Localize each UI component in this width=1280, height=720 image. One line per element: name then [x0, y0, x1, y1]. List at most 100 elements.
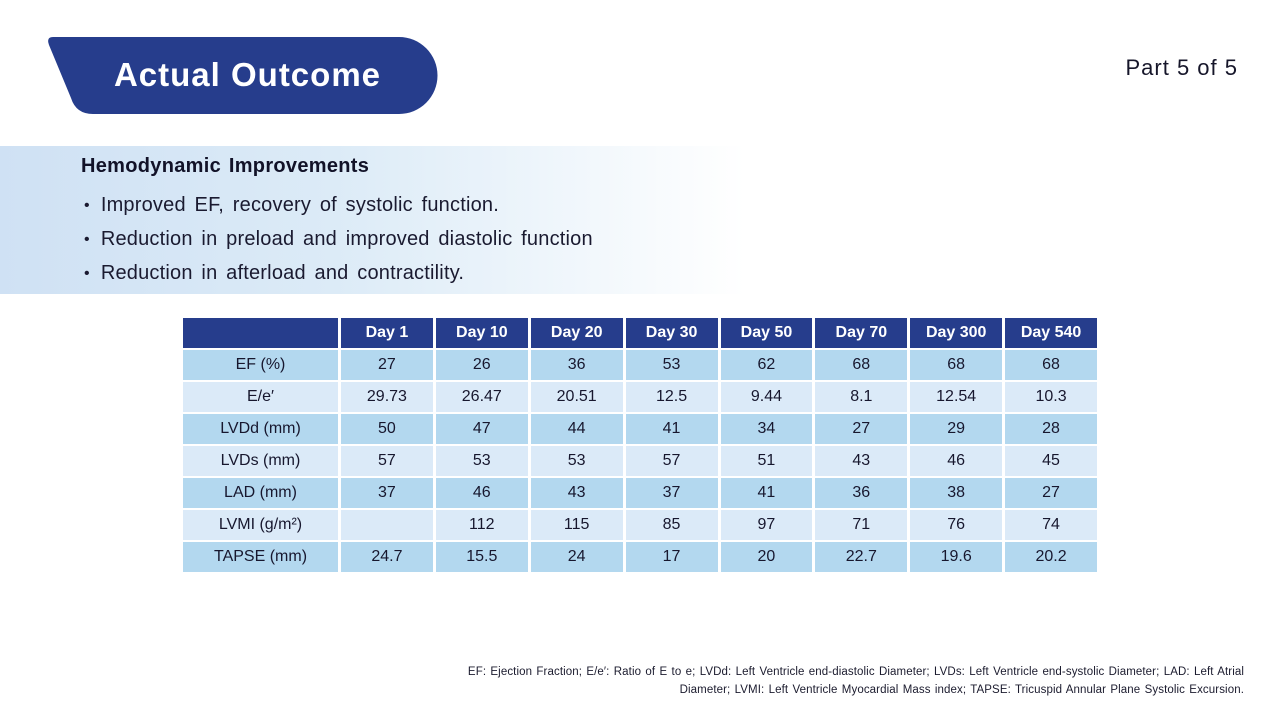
cell: 68	[1005, 350, 1097, 380]
cell: 22.7	[815, 542, 908, 572]
cell: 27	[341, 350, 433, 380]
row-label: LVMI (g/m²)	[183, 510, 338, 540]
col-header-day-300: Day 300	[910, 318, 1003, 348]
cell: 68	[815, 350, 908, 380]
cell: 53	[435, 446, 528, 476]
cell: 44	[530, 414, 623, 444]
cell: 50	[341, 414, 433, 444]
cell: 41	[720, 478, 813, 508]
cell: 37	[341, 478, 433, 508]
cell: 10.3	[1005, 382, 1097, 412]
table-row: LVDd (mm) 50 47 44 41 34 27 29 28	[183, 414, 1097, 444]
cell: 45	[1005, 446, 1097, 476]
bullet-item: • Reduction in afterload and contractilit…	[84, 256, 593, 290]
cell: 17	[625, 542, 718, 572]
table-row: E/e′ 29.73 26.47 20.51 12.5 9.44 8.1 12.54 10.3	[183, 382, 1097, 412]
cell: 27	[815, 414, 908, 444]
col-header-day-1: Day 1	[341, 318, 433, 348]
cell: 36	[815, 478, 908, 508]
cell: 43	[815, 446, 908, 476]
part-indicator: Part 5 of 5	[1125, 55, 1238, 80]
bullet-item: • Improved EF, recovery of systolic funct…	[84, 188, 593, 222]
cell: 24	[530, 542, 623, 572]
cell: 68	[910, 350, 1003, 380]
bullet-list: • Improved EF, recovery of systolic funct…	[84, 188, 593, 290]
cell: 62	[720, 350, 813, 380]
outcomes-table: Day 1 Day 10 Day 20 Day 30 Day 50 Day 70 Day 3…	[180, 316, 1100, 574]
cell: 115	[530, 510, 623, 540]
slide-title: Actual Outcome	[113, 55, 382, 93]
table-row: TAPSE (mm) 24.7 15.5 24 17 20 22.7 19.6 20.2	[183, 542, 1097, 572]
col-header-day-20: Day 20	[530, 318, 623, 348]
cell: 20.2	[1005, 542, 1097, 572]
table-row: LVDs (mm) 57 53 53 57 51 43 46 45	[183, 446, 1097, 476]
cell: 46	[910, 446, 1003, 476]
cell: 51	[720, 446, 813, 476]
cell: 27	[1005, 478, 1097, 508]
outcomes-table-wrap: Day 1 Day 10 Day 20 Day 30 Day 50 Day 70 Day 3…	[180, 316, 1100, 574]
col-header-day-540: Day 540	[1005, 318, 1097, 348]
row-label: E/e′	[183, 382, 338, 412]
cell: 53	[625, 350, 718, 380]
cell: 85	[625, 510, 718, 540]
cell: 36	[530, 350, 623, 380]
cell: 8.1	[815, 382, 908, 412]
cell: 46	[435, 478, 528, 508]
cell: 20	[720, 542, 813, 572]
cell: 97	[720, 510, 813, 540]
cell: 12.54	[910, 382, 1003, 412]
table-header-row: Day 1 Day 10 Day 20 Day 30 Day 50 Day 70 Day 3…	[183, 318, 1097, 348]
row-label: LVDs (mm)	[183, 446, 338, 476]
cell: 57	[341, 446, 433, 476]
cell: 26.47	[435, 382, 528, 412]
bullet-icon: •	[84, 197, 90, 214]
section-heading: Hemodynamic Improvements	[81, 155, 370, 177]
col-header-day-30: Day 30	[625, 318, 718, 348]
cell: 19.6	[910, 542, 1003, 572]
cell: 71	[815, 510, 908, 540]
cell: 26	[435, 350, 528, 380]
cell: 38	[910, 478, 1003, 508]
col-header-day-10: Day 10	[435, 318, 528, 348]
bullet-text: Reduction in afterload and contractility…	[100, 262, 465, 284]
cell: 29	[910, 414, 1003, 444]
cell: 34	[720, 414, 813, 444]
bullet-text: Reduction in preload and improved diasto…	[100, 228, 593, 250]
row-label: TAPSE (mm)	[183, 542, 338, 572]
row-label: EF (%)	[183, 350, 338, 380]
cell: 15.5	[435, 542, 528, 572]
banner-shape-icon	[48, 37, 438, 114]
row-label: LVDd (mm)	[183, 414, 338, 444]
cell: 29.73	[341, 382, 433, 412]
cell: 37	[625, 478, 718, 508]
table-row: LVMI (g/m²) 112 115 85 97 71 76 74	[183, 510, 1097, 540]
cell: 47	[435, 414, 528, 444]
cell: 112	[435, 510, 528, 540]
title-banner: Actual Outcome	[47, 37, 438, 114]
cell: 12.5	[625, 382, 718, 412]
cell: 57	[625, 446, 718, 476]
cell: 9.44	[720, 382, 813, 412]
col-header-day-70: Day 70	[815, 318, 908, 348]
bullet-item: • Reduction in preload and improved diast…	[84, 222, 593, 256]
col-header-day-50: Day 50	[720, 318, 813, 348]
cell: 43	[530, 478, 623, 508]
corner-cell	[183, 318, 338, 348]
cell	[341, 510, 433, 540]
cell: 20.51	[530, 382, 623, 412]
table-row: LAD (mm) 37 46 43 37 41 36 38 27	[183, 478, 1097, 508]
cell: 76	[910, 510, 1003, 540]
footnote-line: EF: Ejection Fraction; E/e′: Ratio of E …	[467, 666, 1244, 678]
table-row: EF (%) 27 26 36 53 62 68 68 68	[183, 350, 1097, 380]
table-body: EF (%) 27 26 36 53 62 68 68 68 E/e′ 29.73 26.47 20.5…	[183, 350, 1097, 572]
abbreviation-footnote: EF: Ejection Fraction; E/e′: Ratio of E …	[414, 664, 1244, 700]
cell: 41	[625, 414, 718, 444]
cell: 53	[530, 446, 623, 476]
cell: 74	[1005, 510, 1097, 540]
cell: 24.7	[341, 542, 433, 572]
footnote-line: Diameter; LVMI: Left Ventricle Myocardia…	[679, 683, 1244, 696]
cell: 28	[1005, 414, 1097, 444]
highlight-strip	[0, 146, 745, 294]
row-label: LAD (mm)	[183, 478, 338, 508]
